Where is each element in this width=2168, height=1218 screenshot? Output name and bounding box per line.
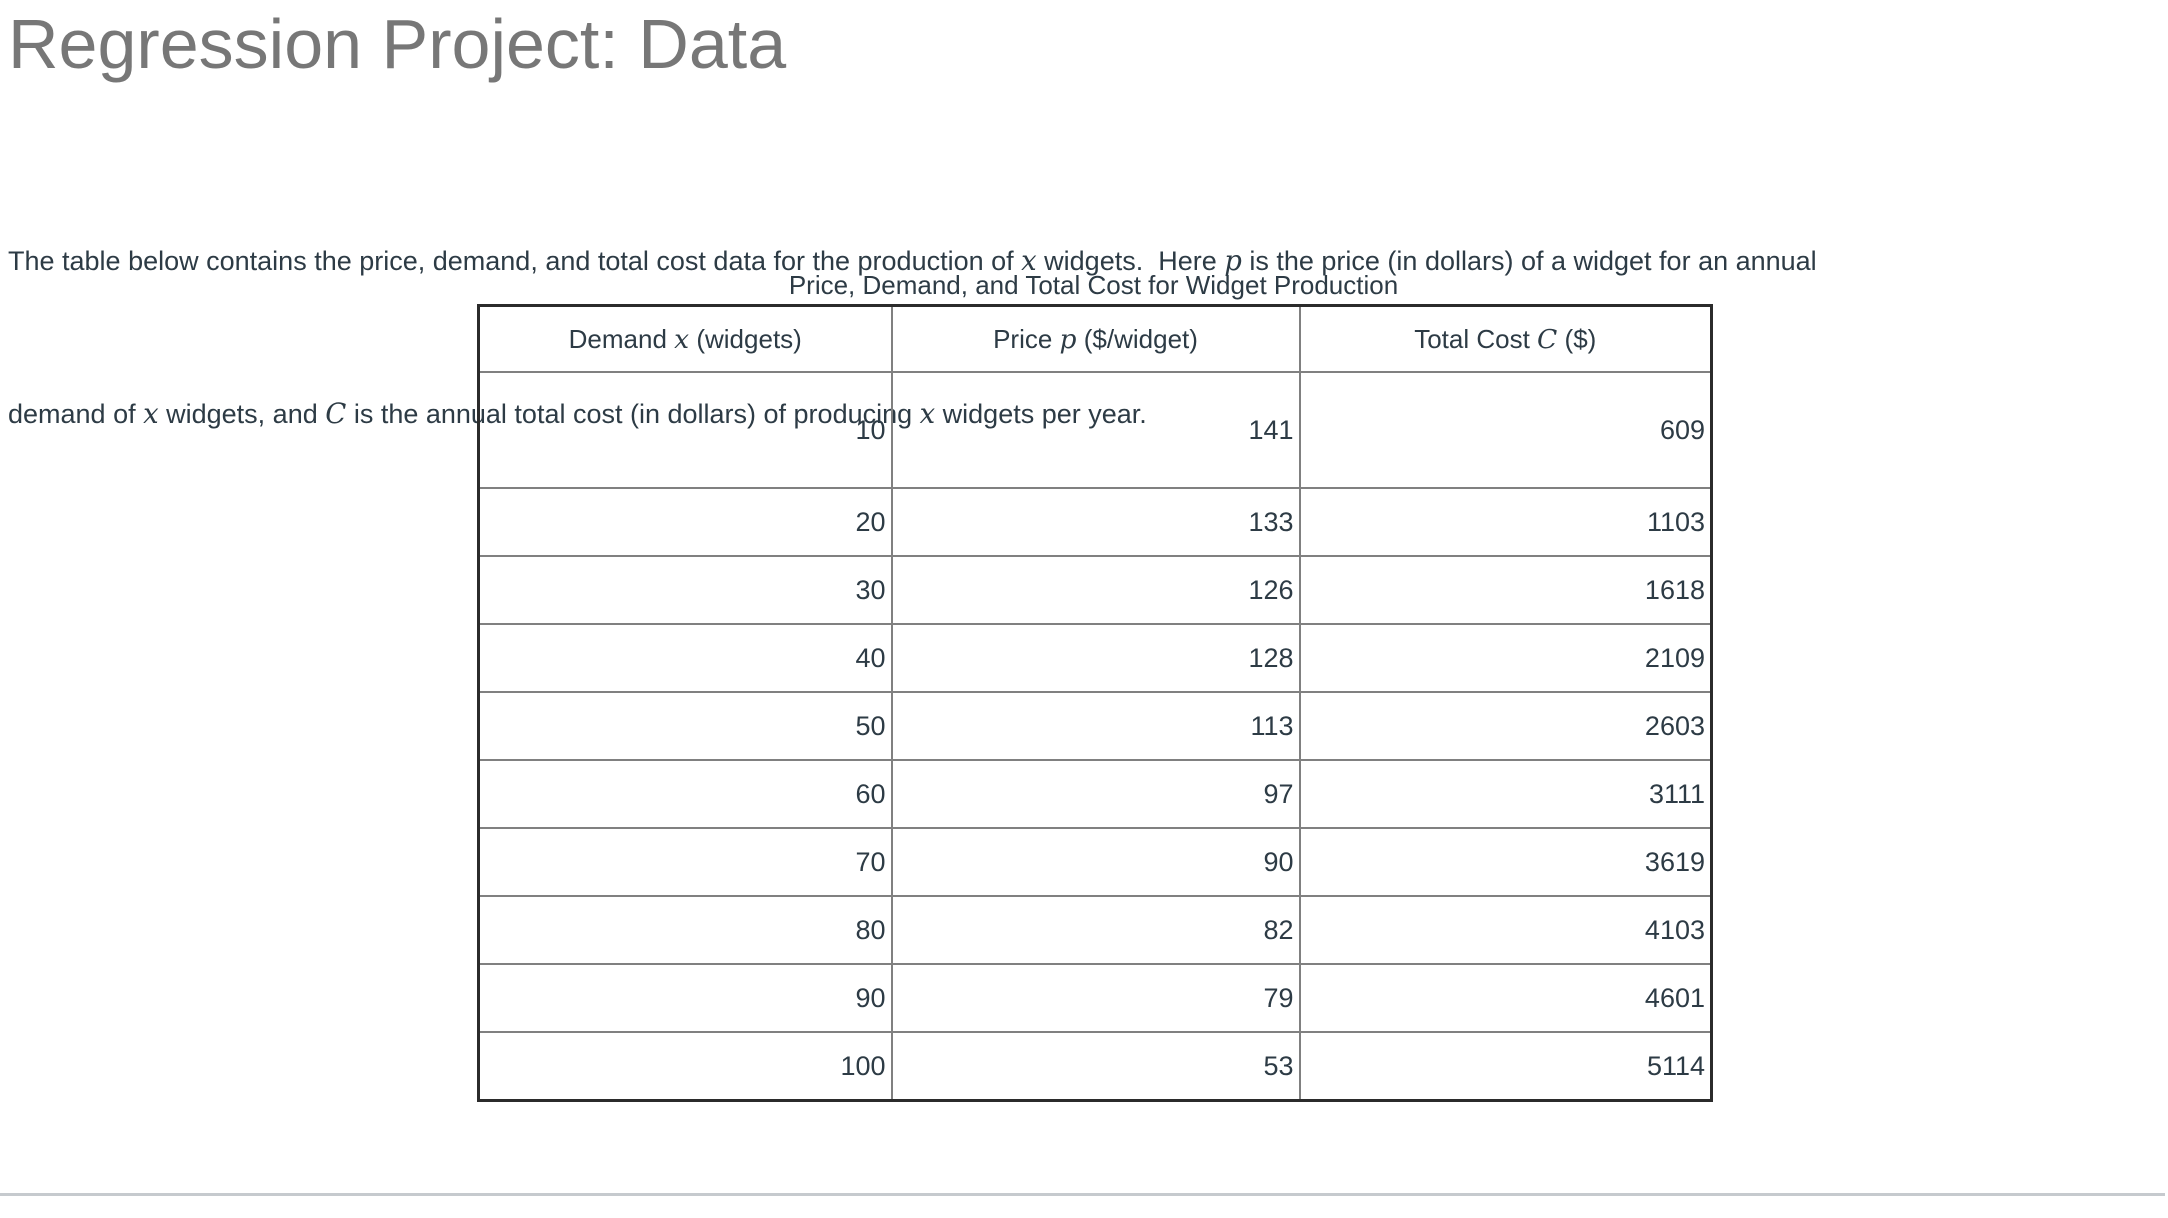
cell-demand: 60	[477, 759, 893, 829]
cell-demand: 30	[477, 555, 893, 625]
cell-price: 128	[890, 623, 1301, 693]
cell-demand: 70	[477, 827, 893, 897]
table-row: 10 141 609	[477, 371, 1713, 489]
table-row: 40 128 2109	[477, 623, 1713, 693]
table-row: 100 53 5114	[477, 1031, 1713, 1102]
cell-demand: 80	[477, 895, 893, 965]
widget-data-table: Demand x (widgets) Price p ($/widget) To…	[477, 304, 1713, 1102]
page-title: Regression Project: Data	[8, 5, 787, 83]
cell-price: 53	[890, 1031, 1301, 1102]
cell-total-cost: 3619	[1298, 827, 1713, 897]
column-header-total-cost: Total Cost C ($)	[1298, 304, 1713, 373]
table-row: 20 133 1103	[477, 487, 1713, 557]
cell-price: 90	[890, 827, 1301, 897]
cell-total-cost: 5114	[1298, 1031, 1713, 1102]
cell-demand: 20	[477, 487, 893, 557]
intro-line-1: The table below contains the price, dema…	[8, 245, 1817, 277]
column-header-price: Price p ($/widget)	[890, 304, 1301, 373]
table-row: 30 126 1618	[477, 555, 1713, 625]
content-divider	[0, 1193, 2165, 1196]
cell-price: 82	[890, 895, 1301, 965]
table-row: 50 113 2603	[477, 691, 1713, 761]
table-row: 90 79 4601	[477, 963, 1713, 1033]
cell-demand: 40	[477, 623, 893, 693]
cell-price: 126	[890, 555, 1301, 625]
cell-price: 79	[890, 963, 1301, 1033]
cell-total-cost: 1103	[1298, 487, 1713, 557]
cell-price: 141	[890, 371, 1301, 489]
table-header-row: Demand x (widgets) Price p ($/widget) To…	[477, 304, 1713, 373]
cell-price: 113	[890, 691, 1301, 761]
cell-total-cost: 2603	[1298, 691, 1713, 761]
column-header-demand: Demand x (widgets)	[477, 304, 893, 373]
cell-total-cost: 609	[1298, 371, 1713, 489]
cell-demand: 90	[477, 963, 893, 1033]
cell-total-cost: 1618	[1298, 555, 1713, 625]
table-caption: Price, Demand, and Total Cost for Widget…	[788, 270, 1399, 300]
cell-demand: 50	[477, 691, 893, 761]
cell-demand: 10	[477, 371, 893, 489]
cell-price: 97	[890, 759, 1301, 829]
cell-price: 133	[890, 487, 1301, 557]
table-row: 60 97 3111	[477, 759, 1713, 829]
cell-total-cost: 3111	[1298, 759, 1713, 829]
table-row: 80 82 4103	[477, 895, 1713, 965]
data-table-section: Price, Demand, and Total Cost for Widget…	[477, 266, 1713, 1102]
table-row: 70 90 3619	[477, 827, 1713, 897]
cell-total-cost: 2109	[1298, 623, 1713, 693]
cell-total-cost: 4601	[1298, 963, 1713, 1033]
cell-demand: 100	[477, 1031, 893, 1102]
cell-total-cost: 4103	[1298, 895, 1713, 965]
